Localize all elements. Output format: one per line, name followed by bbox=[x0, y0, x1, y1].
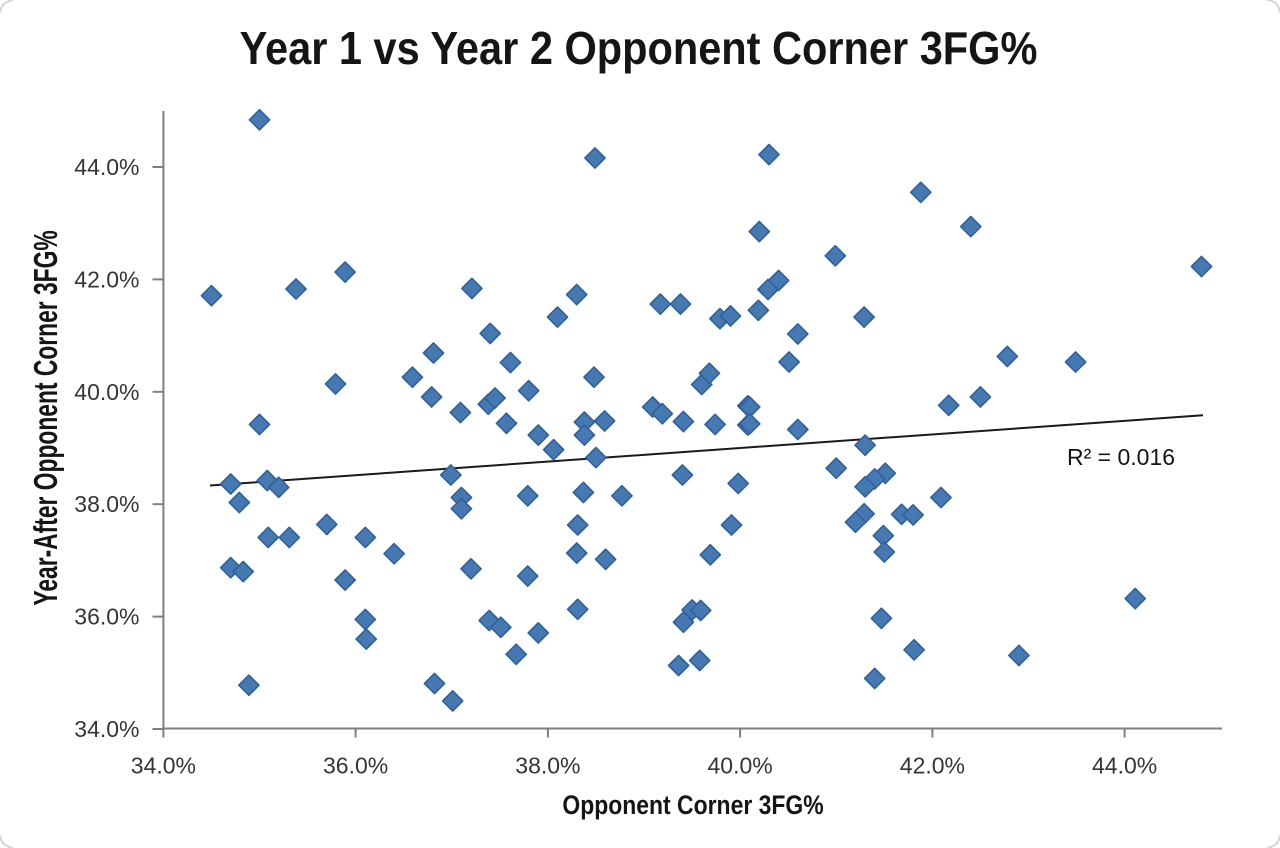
svg-text:40.0%: 40.0% bbox=[74, 379, 139, 405]
svg-text:38.0%: 38.0% bbox=[74, 491, 139, 517]
svg-text:44.0%: 44.0% bbox=[74, 154, 139, 180]
svg-text:34.0%: 34.0% bbox=[74, 716, 139, 742]
svg-text:Year 1 vs Year 2 Opponent Corn: Year 1 vs Year 2 Opponent Corner 3FG% bbox=[240, 23, 1038, 74]
svg-text:42.0%: 42.0% bbox=[900, 753, 965, 779]
svg-text:36.0%: 36.0% bbox=[323, 753, 388, 779]
svg-text:Opponent Corner 3FG%: Opponent Corner 3FG% bbox=[562, 790, 823, 820]
svg-text:36.0%: 36.0% bbox=[74, 604, 139, 630]
svg-text:38.0%: 38.0% bbox=[515, 753, 580, 779]
svg-text:40.0%: 40.0% bbox=[707, 753, 772, 779]
svg-text:Year-After Opponent Corner 3F: Year-After Opponent Corner 3FG% bbox=[28, 230, 65, 605]
svg-text:R² = 0.016: R² = 0.016 bbox=[1067, 444, 1175, 470]
svg-text:34.0%: 34.0% bbox=[131, 753, 196, 779]
svg-text:42.0%: 42.0% bbox=[74, 266, 139, 292]
svg-text:44.0%: 44.0% bbox=[1092, 753, 1157, 779]
